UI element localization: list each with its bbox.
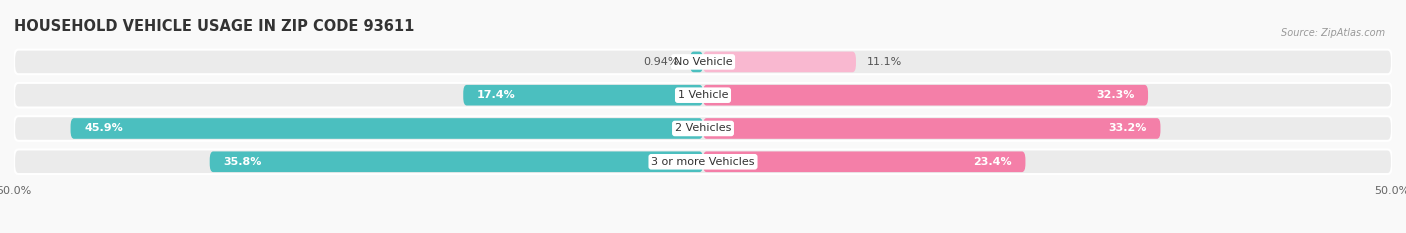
Legend: Owner-occupied, Renter-occupied: Owner-occupied, Renter-occupied — [586, 230, 820, 233]
Text: 33.2%: 33.2% — [1108, 123, 1147, 134]
FancyBboxPatch shape — [209, 151, 703, 172]
FancyBboxPatch shape — [70, 118, 703, 139]
Text: 45.9%: 45.9% — [84, 123, 124, 134]
FancyBboxPatch shape — [14, 116, 1392, 141]
FancyBboxPatch shape — [703, 151, 1025, 172]
Text: 1 Vehicle: 1 Vehicle — [678, 90, 728, 100]
Text: 0.94%: 0.94% — [644, 57, 679, 67]
Text: Source: ZipAtlas.com: Source: ZipAtlas.com — [1281, 28, 1385, 38]
FancyBboxPatch shape — [14, 149, 1392, 174]
Text: 23.4%: 23.4% — [973, 157, 1012, 167]
Text: 32.3%: 32.3% — [1095, 90, 1135, 100]
FancyBboxPatch shape — [690, 51, 703, 72]
FancyBboxPatch shape — [14, 83, 1392, 107]
Text: 2 Vehicles: 2 Vehicles — [675, 123, 731, 134]
Text: 17.4%: 17.4% — [477, 90, 516, 100]
Text: 11.1%: 11.1% — [868, 57, 903, 67]
Text: No Vehicle: No Vehicle — [673, 57, 733, 67]
Text: HOUSEHOLD VEHICLE USAGE IN ZIP CODE 93611: HOUSEHOLD VEHICLE USAGE IN ZIP CODE 9361… — [14, 19, 415, 34]
FancyBboxPatch shape — [703, 85, 1149, 106]
FancyBboxPatch shape — [703, 118, 1160, 139]
Text: 35.8%: 35.8% — [224, 157, 262, 167]
FancyBboxPatch shape — [703, 51, 856, 72]
Text: 3 or more Vehicles: 3 or more Vehicles — [651, 157, 755, 167]
FancyBboxPatch shape — [463, 85, 703, 106]
FancyBboxPatch shape — [14, 50, 1392, 74]
